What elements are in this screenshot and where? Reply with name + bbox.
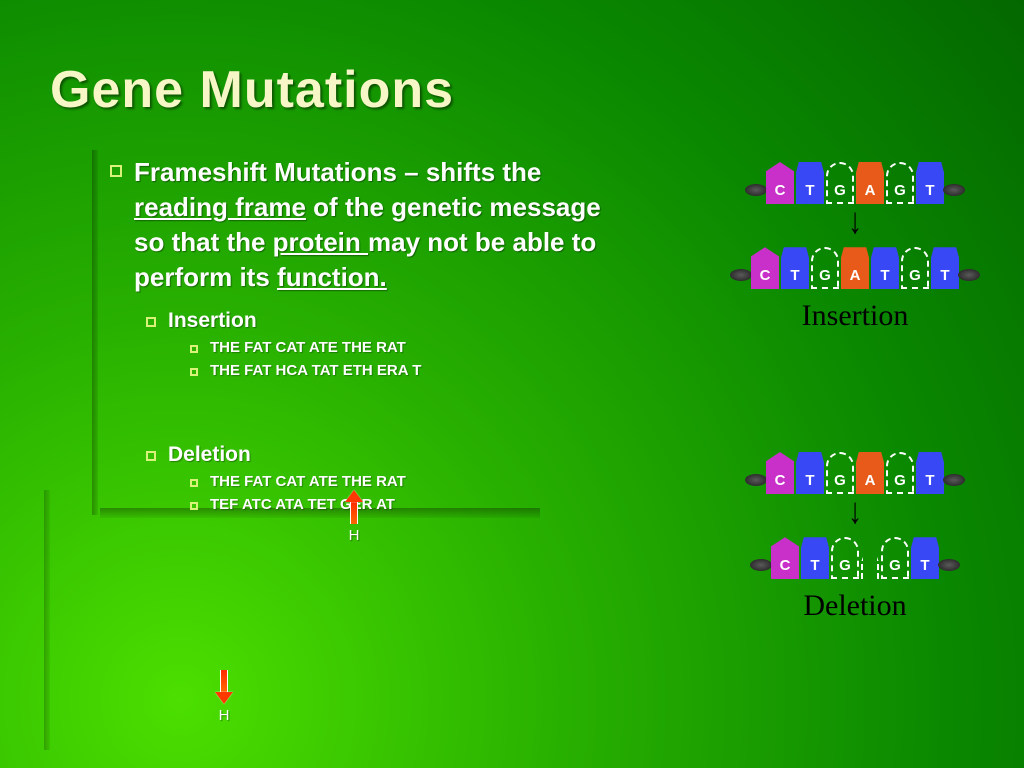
deletion-annot-arrow: H <box>215 670 233 724</box>
bullet-icon <box>190 502 198 510</box>
insertion-ex1: THE FAT CAT ATE THE RAT <box>190 339 630 356</box>
deletion-ex2: TEF ATC ATA TET GER AT <box>190 496 630 513</box>
arrow-down-icon <box>215 692 233 704</box>
base-t: T <box>916 452 944 494</box>
base-g: G <box>831 537 859 579</box>
base-t: T <box>931 247 959 289</box>
arrow-down-icon: ↓ <box>848 494 862 527</box>
base-c: C <box>766 452 794 494</box>
deletion-ex1: THE FAT CAT ATE THE RAT <box>190 473 630 490</box>
bullet-icon <box>110 165 122 177</box>
insertion-diagram-label: Insertion <box>802 299 909 333</box>
base-gap <box>861 537 879 579</box>
insertion-label: Insertion <box>168 309 257 333</box>
deletion-ex1-text: THE FAT CAT ATE THE RAT <box>210 473 406 490</box>
base-t: T <box>796 162 824 204</box>
base-a: A <box>856 162 884 204</box>
base-a: A <box>856 452 884 494</box>
deletion-heading: Deletion <box>146 443 630 467</box>
arrow-body <box>350 502 358 524</box>
base-t: T <box>916 162 944 204</box>
base-t: T <box>796 452 824 494</box>
slide: Gene Mutations Frameshift Mutations – sh… <box>0 0 1024 768</box>
base-g: G <box>826 452 854 494</box>
bullet-icon <box>146 451 156 461</box>
insertion-ex1-text: THE FAT CAT ATE THE RAT <box>210 339 406 356</box>
base-t: T <box>871 247 899 289</box>
base-t: T <box>801 537 829 579</box>
base-a: A <box>841 247 869 289</box>
text-u3: function. <box>277 262 387 292</box>
accent-bar-2 <box>44 490 50 750</box>
insertion-heading: Insertion <box>146 309 630 333</box>
text-u2: protein <box>273 227 368 257</box>
insertion-strand-bottom: CTGATGT <box>750 237 960 289</box>
deletion-diagram-label: Deletion <box>803 589 906 623</box>
deletion-ex2-text: TEF ATC ATA TET GER AT <box>210 496 395 513</box>
deletion-diagram: CTGAGT ↓ CTGGT Deletion <box>710 440 1000 623</box>
slide-title: Gene Mutations <box>50 60 454 120</box>
base-t: T <box>781 247 809 289</box>
bullet-icon <box>190 479 198 487</box>
bullet-icon <box>190 345 198 353</box>
bullet-icon <box>190 368 198 376</box>
base-c: C <box>766 162 794 204</box>
base-g: G <box>901 247 929 289</box>
text-u1: reading frame <box>134 192 306 222</box>
insertion-strand-top: CTGAGT <box>765 152 945 204</box>
bullet-icon <box>146 317 156 327</box>
arrow-body <box>220 670 228 692</box>
main-text: Frameshift Mutations – shifts the readin… <box>134 155 630 295</box>
base-c: C <box>771 537 799 579</box>
insertion-ex2-text: THE FAT HCA TAT ETH ERA T <box>210 362 421 379</box>
insertion-ex2: THE FAT HCA TAT ETH ERA T <box>190 362 630 379</box>
base-g: G <box>811 247 839 289</box>
accent-bar <box>92 150 98 515</box>
deletion-strand-top: CTGAGT <box>765 442 945 494</box>
insertion-diagram: CTGAGT ↓ CTGATGT Insertion <box>710 150 1000 333</box>
insertion-annot-letter: H <box>349 527 360 544</box>
base-g: G <box>886 162 914 204</box>
deletion-strand-bottom: CTGGT <box>770 527 940 579</box>
arrow-down-icon: ↓ <box>848 204 862 237</box>
base-c: C <box>751 247 779 289</box>
deletion-label: Deletion <box>168 443 251 467</box>
text-lead: Frameshift Mutations – shifts the <box>134 157 541 187</box>
deletion-annot-letter: H <box>219 707 230 724</box>
base-t: T <box>911 537 939 579</box>
arrow-up-icon <box>345 490 363 502</box>
content-body: Frameshift Mutations – shifts the readin… <box>110 155 630 519</box>
insertion-annot-arrow: H <box>345 490 363 544</box>
base-g: G <box>826 162 854 204</box>
base-g: G <box>886 452 914 494</box>
main-bullet: Frameshift Mutations – shifts the readin… <box>110 155 630 295</box>
base-g: G <box>881 537 909 579</box>
